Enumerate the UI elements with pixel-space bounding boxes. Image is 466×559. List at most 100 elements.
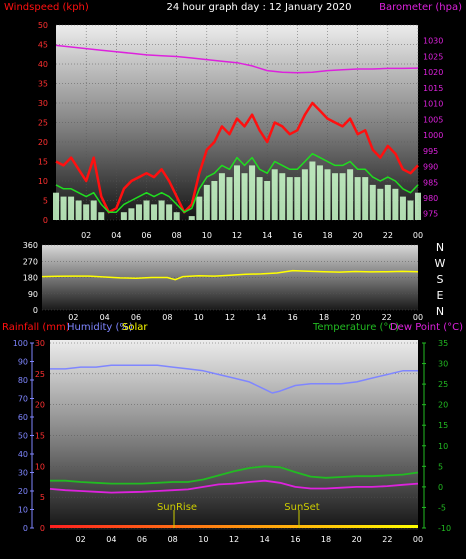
- barometer-tick: 1000: [423, 131, 443, 140]
- x-tick-label: 08: [168, 535, 178, 544]
- compass-n-top: N: [436, 241, 444, 254]
- gust-bar: [399, 196, 406, 220]
- humidity-tick: 50: [18, 432, 28, 441]
- gust-bar: [143, 200, 150, 220]
- rainfall-tick: 5: [40, 493, 45, 502]
- temperature-tick: 15: [438, 421, 448, 430]
- x-tick-label: 04: [106, 535, 116, 544]
- barometer-axis-label: Barometer (hpa): [379, 2, 462, 13]
- humidity-tick: 40: [18, 450, 28, 459]
- direction-tick: 180: [23, 274, 38, 283]
- x-tick-label: 12: [229, 535, 239, 544]
- direction-series-layer: [41, 269, 419, 281]
- gust-bar: [279, 173, 286, 220]
- gust-bar: [211, 181, 218, 220]
- direction-tick: 90: [28, 290, 38, 299]
- x-tick-label: 16: [292, 231, 302, 240]
- x-tick-label: 18: [321, 535, 331, 544]
- gust-bar: [256, 177, 263, 220]
- x-tick-label: 00: [413, 231, 423, 240]
- barometer-line: [55, 44, 419, 74]
- windspeed-tick: 35: [38, 80, 48, 89]
- direction-tick: 0: [33, 306, 38, 315]
- gust-bar: [316, 165, 323, 220]
- gust-bar: [384, 184, 391, 220]
- barometer-tick: 1025: [423, 52, 443, 61]
- gust-bar: [301, 169, 308, 220]
- bottom-panel: Rainfall (mm) Humidity (%) Solar Tempera…: [2, 322, 463, 544]
- gust-bar: [332, 173, 339, 220]
- gust-bar: [241, 173, 248, 220]
- chart-title: 24 hour graph day : 12 January 2020: [167, 2, 352, 13]
- barometer-tick: 1010: [423, 100, 443, 109]
- x-tick-label: 20: [350, 313, 360, 322]
- gust-bar: [98, 212, 105, 220]
- direction-tick: 360: [23, 241, 38, 250]
- rainfall-tick: 15: [35, 432, 45, 441]
- direction-line: [41, 269, 419, 281]
- x-tick-label: 04: [111, 231, 121, 240]
- x-tick-label: 14: [262, 231, 272, 240]
- x-tick-label: 14: [256, 313, 266, 322]
- windspeed-line: [55, 101, 419, 214]
- humidity-tick: 60: [18, 413, 28, 422]
- gust-bar: [271, 169, 278, 220]
- gust-bar: [309, 161, 316, 220]
- temperature-tick: 0: [438, 483, 443, 492]
- sunset-label: SunSet: [284, 502, 320, 513]
- x-tick-label: 08: [162, 313, 172, 322]
- windspeed-tick: 10: [38, 177, 48, 186]
- gust-bar: [128, 208, 135, 220]
- gust-bar: [218, 173, 225, 220]
- gust-bar: [120, 212, 127, 220]
- x-tick-label: 02: [68, 313, 78, 322]
- x-tick-label: 22: [383, 231, 393, 240]
- gust-bar: [166, 204, 173, 220]
- solar-axis-label: Solar: [122, 322, 148, 333]
- gust-bar: [249, 165, 256, 220]
- gust-bar: [203, 184, 210, 220]
- temperature-tick: -5: [438, 503, 446, 512]
- gust-line: [55, 152, 419, 213]
- x-tick-label: 20: [352, 535, 362, 544]
- gust-bar: [90, 200, 97, 220]
- gust-bar: [324, 169, 331, 220]
- rainfall-tick-labels: 0 5 10 15 20 25 30: [35, 339, 45, 533]
- temperature-axis-label: Temperature (°C): [312, 322, 399, 333]
- dewpoint-line: [49, 479, 419, 494]
- rainfall-tick: 25: [35, 370, 45, 379]
- x-tick-label: 10: [202, 231, 212, 240]
- humidity-line: [50, 364, 418, 394]
- gust-bar: [188, 216, 195, 220]
- windspeed-axis-label: Windspeed (kph): [4, 2, 89, 13]
- x-tick-label: 06: [141, 231, 151, 240]
- gust-bar: [286, 177, 293, 220]
- bottom-series-layer: [49, 364, 419, 528]
- windspeed-tick: 20: [38, 138, 48, 147]
- gust-bar: [392, 188, 399, 220]
- windspeed-tick-labels: 0 5 10 15 20 25 30 35 40 45 50: [38, 21, 48, 225]
- gust-bar: [377, 188, 384, 220]
- x-tick-label: 08: [172, 231, 182, 240]
- gust-bar: [407, 200, 414, 220]
- top-x-tick-labels: 02 04 06 08 10 12 14 16 18 20 22 00: [81, 231, 423, 240]
- top-panel: Windspeed (kph) 24 hour graph day : 12 J…: [4, 2, 462, 240]
- temperature-line: [50, 465, 419, 485]
- gust-bar: [196, 196, 203, 220]
- gust-bar: [60, 196, 67, 220]
- barometer-tick: 995: [423, 147, 438, 156]
- direction-tick-labels: 0 90 180 270 360: [23, 241, 38, 315]
- x-tick-label: 16: [288, 313, 298, 322]
- windspeed-tick: 5: [43, 197, 48, 206]
- direction-plot-background: [42, 245, 418, 310]
- humidity-tick: 30: [18, 469, 28, 478]
- temperature-tick: 25: [438, 380, 448, 389]
- barometer-tick: 1030: [423, 37, 443, 46]
- gust-bar: [415, 192, 421, 220]
- rainfall-tick: 10: [35, 462, 45, 471]
- windspeed-tick: 45: [38, 41, 48, 50]
- direction-panel: 0 90 180 270 360 02 04 06 08 10 12 14 16 18 20 22 00 N …: [23, 241, 446, 322]
- gust-bar: [294, 177, 301, 220]
